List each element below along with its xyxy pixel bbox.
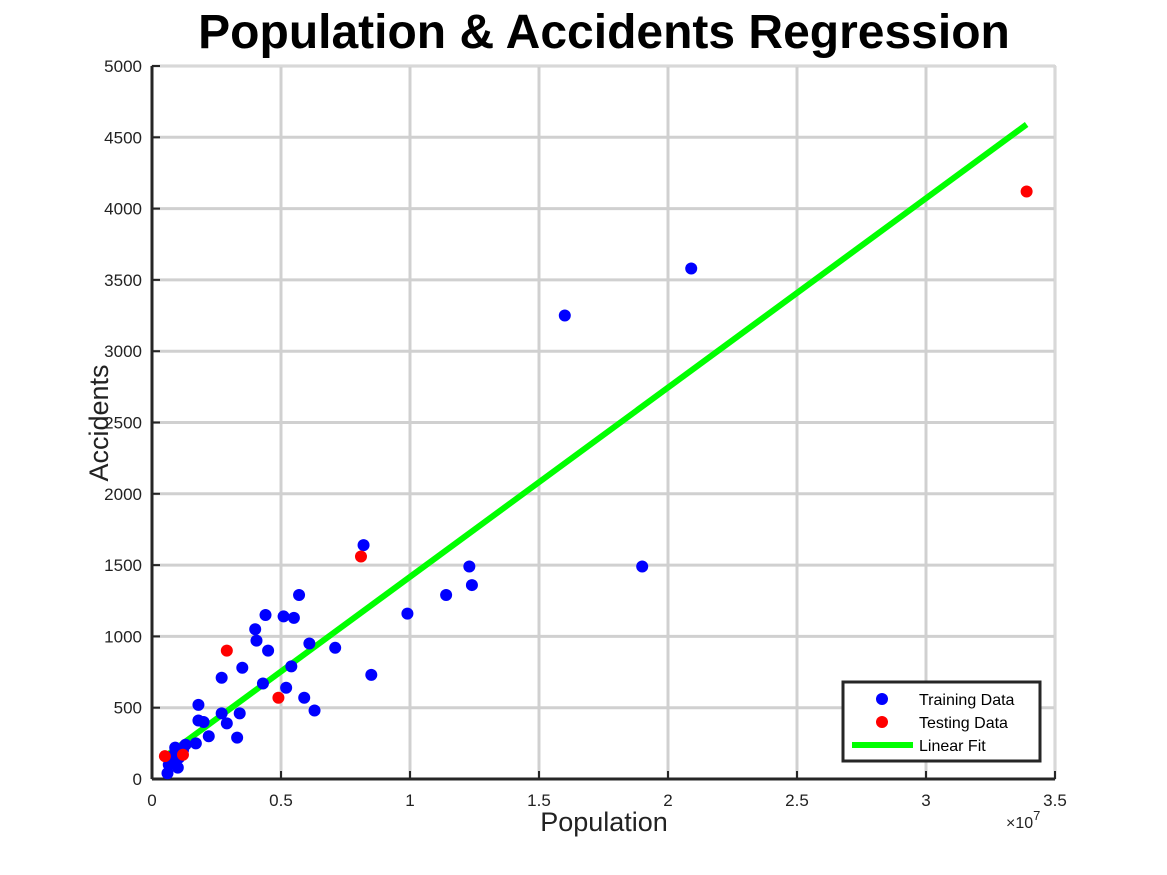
training-data-point bbox=[401, 607, 414, 620]
x-tick-label: 1.5 bbox=[527, 791, 551, 810]
training-data-point bbox=[357, 539, 370, 552]
training-data-point bbox=[636, 560, 649, 573]
training-data-point bbox=[179, 738, 192, 751]
training-data-point bbox=[231, 731, 244, 744]
y-tick-label: 4000 bbox=[104, 200, 142, 219]
training-data-point bbox=[171, 761, 184, 774]
training-data-point bbox=[277, 610, 290, 623]
training-data-point bbox=[197, 715, 210, 728]
y-tick-label: 3000 bbox=[104, 342, 142, 361]
testing-data-point bbox=[354, 550, 367, 563]
x-axis-exponent-power: 7 bbox=[1033, 808, 1040, 823]
testing-data-point bbox=[176, 748, 189, 761]
x-tick-label: 0.5 bbox=[269, 791, 293, 810]
training-data-point bbox=[440, 589, 453, 602]
training-data-point bbox=[293, 589, 306, 602]
x-tick-label: 2.5 bbox=[785, 791, 809, 810]
training-data-point bbox=[463, 560, 476, 573]
y-tick-label: 5000 bbox=[104, 57, 142, 76]
x-tick-label: 3.5 bbox=[1043, 791, 1067, 810]
training-data-point bbox=[250, 634, 263, 647]
training-data-point bbox=[329, 641, 342, 654]
x-axis-exponent-base: ×10 bbox=[1006, 815, 1033, 832]
legend-label-testing-data: Testing Data bbox=[919, 715, 1008, 732]
training-data-point bbox=[365, 668, 378, 681]
training-data-point bbox=[233, 707, 246, 720]
plot-layer bbox=[158, 122, 1033, 780]
x-tick-label: 0 bbox=[147, 791, 156, 810]
x-tick-label: 1 bbox=[405, 791, 414, 810]
y-tick-label: 0 bbox=[133, 770, 142, 789]
y-tick-label: 1500 bbox=[104, 556, 142, 575]
legend: Training Data Testing Data Linear Fit bbox=[841, 680, 1042, 763]
testing-data-point bbox=[1020, 185, 1033, 198]
x-axis-label: Population bbox=[540, 807, 668, 837]
testing-data-point bbox=[158, 750, 171, 763]
legend-swatch-training-data bbox=[876, 693, 888, 705]
x-tick-label: 3 bbox=[921, 791, 930, 810]
chart-title: Population & Accidents Regression bbox=[198, 6, 1010, 59]
y-tick-label: 2500 bbox=[104, 414, 142, 433]
training-data-point bbox=[262, 644, 275, 657]
training-data-point bbox=[308, 704, 321, 717]
training-data-point bbox=[465, 579, 478, 592]
training-data-point bbox=[220, 717, 233, 730]
testing-data-point bbox=[272, 691, 285, 704]
training-data-point bbox=[303, 637, 316, 650]
training-data-point bbox=[215, 671, 228, 684]
legend-swatch-testing-data bbox=[876, 716, 888, 728]
testing-data-point bbox=[220, 644, 233, 657]
y-tick-label: 2000 bbox=[104, 485, 142, 504]
y-tick-label: 3500 bbox=[104, 271, 142, 290]
ticks: 0 0.5 1 1.5 2 2.5 3 3.5 0 500 1000 1500 2000 2500 3000… bbox=[104, 57, 1067, 810]
legend-label-training-data: Training Data bbox=[919, 692, 1015, 709]
training-data-point bbox=[192, 698, 205, 711]
training-data-point bbox=[215, 707, 228, 720]
training-data-point bbox=[558, 309, 571, 322]
training-data-point bbox=[249, 623, 262, 636]
training-data-point bbox=[287, 611, 300, 624]
training-data-point bbox=[202, 730, 215, 743]
training-data-point bbox=[236, 661, 249, 674]
linear-fit-line bbox=[165, 122, 1029, 758]
training-data-point bbox=[256, 677, 269, 690]
training-data-point bbox=[280, 681, 293, 694]
y-tick-label: 4500 bbox=[104, 128, 142, 147]
training-data-point bbox=[298, 691, 311, 704]
x-axis-exponent: ×107 bbox=[1006, 808, 1040, 832]
x-tick-label: 2 bbox=[663, 791, 672, 810]
training-data-point bbox=[285, 660, 298, 673]
y-axis-label: Accidents bbox=[84, 364, 114, 481]
legend-label-linear-fit: Linear Fit bbox=[919, 738, 986, 755]
training-data-point bbox=[685, 262, 698, 275]
training-data-point bbox=[259, 609, 272, 622]
y-tick-label: 1000 bbox=[104, 627, 142, 646]
training-data-point bbox=[189, 737, 202, 750]
grid bbox=[152, 64, 1057, 779]
y-tick-label: 500 bbox=[114, 699, 142, 718]
